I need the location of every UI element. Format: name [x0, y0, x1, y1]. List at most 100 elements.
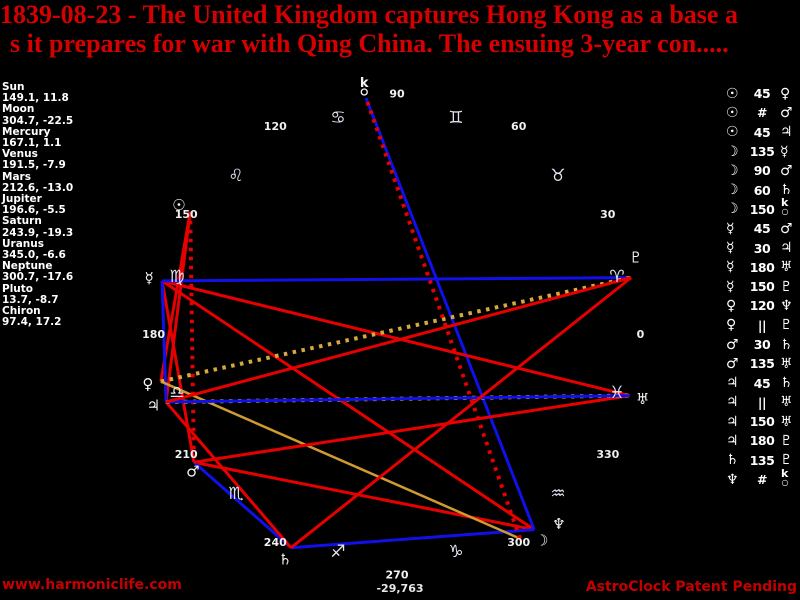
aspect-row-venus-120-neptune: ♀ 120 ♆	[726, 296, 800, 315]
aspect-planet1: ☽	[726, 182, 746, 198]
website-link[interactable]: www.harmoniclife.com	[2, 577, 182, 593]
planet-readout-pluto: Pluto 13.7, -8.7	[2, 283, 73, 306]
degree-label-210: 210	[175, 448, 198, 461]
aspect-planet2: ♅	[780, 259, 800, 275]
aspect-planet1: ♄	[726, 452, 746, 468]
aspect-planet1: ♂	[726, 356, 746, 372]
bottom-coordinate-value: -29,763	[376, 582, 424, 595]
aspect-planet2: ♇	[780, 433, 800, 449]
jupiter-glyph-icon: ♃	[780, 240, 793, 257]
aspect-symbol: 45	[753, 221, 771, 237]
aspect-symbol: 150	[749, 414, 775, 430]
aspect-row-jupiter-180-pluto: ♃ 180 ♇	[726, 431, 800, 450]
aspect-symbol: 150	[749, 201, 775, 217]
degree-label-270: 270	[386, 568, 409, 581]
sun-glyph-icon: ☉	[726, 104, 739, 121]
aspect-planet1: ☉	[726, 124, 746, 140]
aspect-planet1: ☉	[726, 86, 746, 102]
aspect-planet2: ♄	[780, 182, 800, 198]
sun-glyph-icon: ☉	[726, 85, 739, 102]
aspect-planet1: ☿	[726, 240, 746, 256]
aspect-row-jupiter-45-saturn: ♃ 45 ♄	[726, 373, 800, 392]
aspect-row-sun-45-venus: ☉ 45 ♀	[726, 84, 800, 103]
planet-longitude-declination: 243.9, -19.3	[2, 226, 74, 239]
planet-longitude-declination: 304.7, -22.5	[2, 114, 74, 127]
planet-longitude-declination: 191.5, -7.9	[2, 159, 66, 172]
aspect-line-mercury-mars	[160, 280, 196, 463]
zodiac-sign-scorpio-icon: ♏	[228, 484, 243, 504]
aspect-row-mercury-45-mars: ☿ 45 ♂	[726, 219, 800, 238]
aspect-planet1: ♃	[726, 375, 746, 391]
aspect-planet2: ♅	[780, 394, 800, 410]
jupiter-glyph-icon: ♃	[726, 432, 739, 449]
planet-longitude-declination: 97.4, 17.2	[2, 316, 62, 329]
degree-label-240: 240	[264, 536, 287, 549]
planet-readout-jupiter: Jupiter 196.6, -5.5	[2, 193, 73, 216]
aspect-symbol: #	[757, 472, 767, 488]
aspect-planet2: ♃	[780, 124, 800, 140]
aspect-planet1: ☿	[726, 279, 746, 295]
moon-glyph-icon: ☽	[726, 143, 739, 160]
aspect-planet2: ♂	[780, 163, 800, 179]
mercury-glyph-icon: ☿	[780, 143, 789, 160]
aspect-planet1: ☽	[726, 163, 746, 179]
aspect-planet2: ♇	[780, 452, 800, 468]
planet-glyph-uranus: ♅	[636, 390, 649, 408]
degree-label-120: 120	[264, 120, 287, 133]
aspect-line-saturn-pluto	[290, 276, 633, 549]
aspect-list: ☉ 45 ♀ ☉ # ♂ ☉ 45 ♃ ☽ 135 ☿ ☽ 90 ♂ ☽ 60 ♄ ☽ 150 k ○ ☿ 45 ♂ ☿ 30 ♃ ☿ 1…	[726, 84, 800, 489]
zodiac-sign-pisces-icon: ♓	[609, 383, 624, 403]
aspect-planet1: ♃	[726, 394, 746, 410]
aspect-planet2: ☿	[780, 144, 800, 160]
aspect-line-jupiter-uranus	[166, 394, 630, 404]
aspect-symbol: 30	[753, 240, 771, 256]
planet-glyph-mars: ♂	[186, 462, 199, 480]
aspect-planet1: ☿	[726, 259, 746, 275]
planet-glyph-saturn: ♄	[278, 550, 291, 568]
planet-glyph-chiron-circle	[360, 88, 368, 96]
aspect-line-moon-mars	[193, 460, 535, 532]
pluto-glyph-icon: ♇	[780, 432, 793, 449]
zodiac-sign-sagittarius-icon: ♐	[330, 542, 345, 562]
aspect-planet1: ♃	[726, 414, 746, 430]
planet-readout-moon: Moon 304.7, -22.5	[2, 104, 74, 127]
aspect-planet2: ♂	[780, 105, 800, 121]
planet-longitude-declination: 345.0, -6.6	[2, 249, 66, 262]
aspect-line-mercury-uranus	[161, 279, 631, 398]
planet-glyph-venus: ♀	[142, 375, 153, 393]
planet-glyph-moon: ☽	[535, 531, 548, 549]
aspect-symbol: 45	[753, 86, 771, 102]
aspect-planet1: ♀	[726, 298, 746, 314]
aspect-planet2: ♅	[780, 356, 800, 372]
zodiac-sign-gemini-icon: ♊	[448, 108, 463, 128]
pluto-glyph-icon: ♇	[780, 452, 793, 469]
aspect-symbol: 120	[749, 298, 775, 314]
aspect-planet2: ♅	[780, 414, 800, 430]
jupiter-glyph-icon: ♃	[780, 124, 793, 141]
aspect-planet1: ☉	[726, 105, 746, 121]
mercury-glyph-icon: ☿	[726, 278, 735, 295]
aspect-symbol: 180	[749, 259, 775, 275]
zodiac-sign-leo-icon: ♌	[228, 166, 243, 186]
saturn-glyph-icon: ♄	[780, 336, 793, 353]
uranus-glyph-icon: ♅	[780, 259, 793, 276]
pluto-glyph-icon: ♇	[780, 317, 793, 334]
degree-label-150: 150	[175, 208, 198, 221]
aspect-row-venus-||-pluto: ♀ || ♇	[726, 316, 800, 335]
planet-readout-saturn: Saturn 243.9, -19.3	[2, 216, 74, 239]
planet-readout-mars: Mars 212.6, -13.0	[2, 171, 73, 194]
aspect-line-venus-neptune	[160, 380, 521, 540]
event-title: 1839-08-23 - The United Kingdom captures…	[0, 0, 800, 58]
planet-name: Sun	[2, 81, 25, 93]
mars-glyph-icon: ♂	[780, 220, 793, 237]
zodiac-sign-libra-icon: ♎	[169, 383, 184, 403]
mars-glyph-icon: ♂	[780, 162, 793, 179]
aspect-symbol: 135	[749, 144, 775, 160]
uranus-glyph-icon: ♅	[780, 355, 793, 372]
degree-label-60: 60	[511, 120, 527, 133]
aspect-line-sun-jupiter	[164, 211, 192, 403]
aspect-line-moon-mercury	[161, 279, 536, 531]
aspect-row-sun-#-mars: ☉ # ♂	[726, 103, 800, 122]
uranus-glyph-icon: ♅	[780, 394, 793, 411]
